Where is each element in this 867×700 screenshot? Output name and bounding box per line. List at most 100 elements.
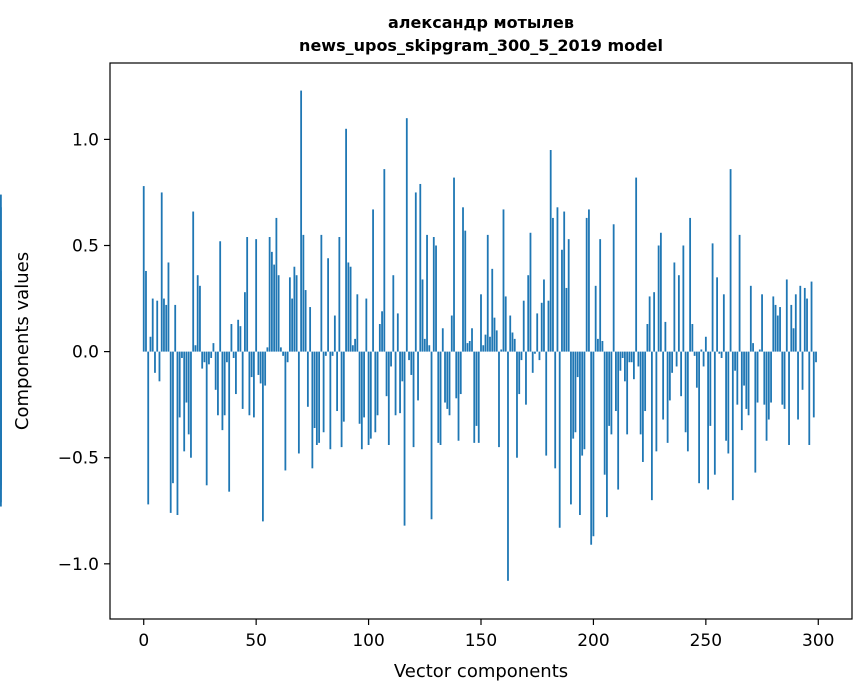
bar-19 (185, 351, 188, 403)
bar-223 (644, 351, 647, 412)
bar-135 (446, 351, 449, 409)
bar-60 (277, 275, 280, 352)
bar-269 (747, 351, 750, 416)
bar-66 (291, 298, 294, 352)
bar-30 (210, 351, 213, 358)
bar-2 (147, 351, 150, 505)
bar-185 (558, 351, 561, 528)
bar-143 (464, 230, 467, 352)
bar-128 (430, 351, 433, 520)
x-tick-label: 250 (690, 631, 722, 651)
bar-54 (264, 351, 267, 386)
bar-170 (525, 351, 527, 405)
bar-95 (356, 294, 359, 352)
bar-245 (693, 351, 696, 356)
bar-46 (246, 237, 249, 352)
bar-291 (797, 351, 799, 420)
bar-187 (563, 211, 566, 352)
bar-141 (459, 351, 462, 395)
bar-216 (628, 351, 631, 363)
bar-108 (385, 351, 388, 397)
bar-246 (695, 351, 698, 388)
bar-284 (781, 351, 784, 405)
bar-293 (801, 351, 804, 390)
bar-233 (666, 351, 669, 443)
bar-58 (273, 264, 276, 352)
bar-295 (806, 298, 808, 352)
bar-202 (597, 338, 599, 352)
bar-181 (549, 150, 552, 352)
bar-193 (576, 351, 579, 378)
bar-109 (387, 351, 390, 445)
x-axis-ticks: 0 50 100 150 200 250 300 (138, 619, 834, 651)
bar-13 (172, 351, 174, 484)
bar-69 (297, 351, 300, 454)
bar-183 (554, 351, 557, 469)
bar-296 (808, 351, 811, 445)
bar-92 (349, 266, 352, 352)
bar-166 (516, 351, 518, 458)
bar-206 (606, 351, 608, 518)
bar-55 (266, 347, 269, 352)
bar-201 (594, 285, 597, 352)
bars-group (0, 90, 817, 581)
bar-112 (394, 351, 397, 416)
bar-162 (507, 351, 509, 581)
bar-119 (410, 351, 413, 375)
bar-148 (475, 351, 478, 426)
bar-154 (489, 336, 491, 352)
bar-7 (158, 351, 161, 382)
bar-45 (244, 292, 246, 352)
bar-31 (212, 343, 215, 352)
bar-175 (536, 313, 539, 352)
bar-208 (610, 351, 613, 435)
bar-230 (659, 232, 662, 352)
bar-221 (639, 351, 642, 435)
bar-83 (329, 351, 332, 450)
bar-213 (621, 351, 624, 358)
bar-176 (538, 351, 541, 361)
bar-272 (754, 351, 757, 473)
bar-220 (637, 351, 640, 367)
bar-158 (498, 351, 500, 448)
bar-274 (758, 349, 761, 352)
bar-209 (612, 224, 615, 352)
bar-0 (142, 186, 145, 352)
bar-127 (428, 345, 431, 352)
y-tick-label: −0.5 (58, 449, 99, 469)
bar-211 (617, 351, 620, 490)
bar-258 (722, 294, 725, 352)
bar-138 (453, 177, 455, 352)
bar-82 (327, 258, 329, 352)
bar-59 (275, 217, 278, 352)
bar-210 (615, 351, 617, 412)
bar-93 (351, 345, 354, 352)
bar-118 (408, 351, 410, 361)
bar-168 (520, 351, 523, 361)
bar-11 (167, 262, 170, 352)
bar-131 (437, 351, 440, 443)
bar-207 (608, 351, 611, 426)
bar-3 (149, 336, 152, 352)
bar-226 (650, 351, 653, 501)
bar-252 (709, 351, 712, 426)
bar-222 (641, 351, 644, 462)
bar-40 (232, 351, 235, 358)
bar-240 (682, 245, 685, 352)
bar-227 (653, 292, 656, 352)
bar-39 (230, 324, 233, 352)
bar-77 (315, 351, 318, 445)
bar-130 (435, 245, 437, 352)
bar-65 (288, 277, 291, 352)
bar-286 (785, 279, 788, 352)
bar-255 (716, 277, 718, 352)
bar-5 (154, 351, 156, 373)
bar-123 (419, 183, 422, 352)
bar-257 (720, 351, 723, 358)
y-tick-label: 1.0 (72, 130, 99, 150)
bar-74 (309, 307, 312, 352)
bar-179 (545, 351, 548, 456)
bar-243 (689, 217, 692, 352)
bar-160 (502, 209, 505, 352)
bar-200 (592, 351, 595, 537)
